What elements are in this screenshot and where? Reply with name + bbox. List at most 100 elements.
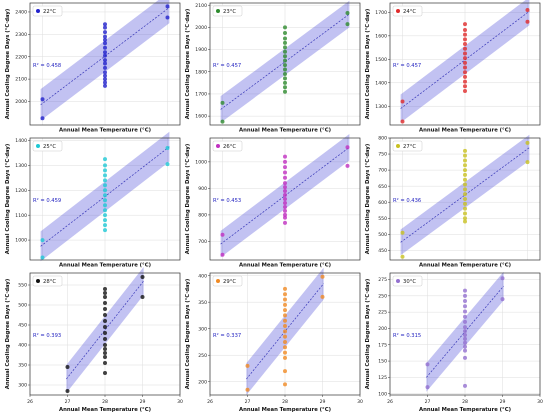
x-tick-label: 27 [65,399,71,405]
data-point [463,88,467,93]
data-point [345,145,350,150]
legend-box [392,275,423,287]
data-point [400,99,405,104]
x-tick-label: 29 [140,399,146,405]
legend: 22°C [32,5,63,17]
data-point [103,34,107,39]
legend-box [32,140,63,152]
x-tick-label: 29 [320,399,326,405]
axes-frame [389,2,541,126]
x-tick-label: 28 [282,399,288,405]
data-point [283,85,287,90]
data-point [463,182,467,187]
y-tick-label: 300 [18,383,27,389]
data-point [283,30,287,35]
y-tick-label: 175 [378,342,387,348]
legend-marker [396,9,400,13]
data-point [463,201,467,206]
x-axis-label: Annual Mean Temperature (°C) [59,128,151,134]
data-point [345,22,350,27]
data-point [463,187,467,192]
data-point [103,371,107,375]
axes-frame [209,137,361,261]
legend-label: 29°C [223,279,236,285]
data-point [463,314,467,319]
y-tick-label: 1300 [375,104,387,110]
data-point [103,41,107,46]
data-point [103,30,107,35]
r2-annotation: R² = 0.315 [393,333,421,339]
y-tick-label: 500 [18,303,27,309]
x-tick-label: 27 [425,399,431,405]
y-tick-label: 400 [18,343,27,349]
y-tick-label: 1100 [15,213,27,219]
data-point [103,65,107,70]
data-point [283,71,287,76]
data-point [283,80,287,85]
data-point [283,297,287,302]
y-axis-label: Annual Cooling Degree Days (°C·day) [5,9,11,120]
data-point [103,163,107,168]
data-point [463,332,467,337]
data-point [165,15,170,20]
axes-frame [389,137,541,261]
data-point [103,287,107,291]
data-point [40,238,45,243]
legend-marker [216,279,220,283]
data-point [463,211,467,216]
y-tick-label: 1300 [15,163,27,169]
y-tick-label: 1600 [195,114,207,120]
data-point [283,181,287,186]
r2-annotation: R² = 0.457 [393,63,421,69]
legend: 27°C [392,140,423,152]
data-point [463,344,467,349]
data-point [283,208,287,213]
data-point [103,22,107,27]
data-point [400,230,405,235]
data-point [463,219,467,224]
y-tick-label: 650 [378,184,387,190]
data-point [463,299,467,304]
data-point [140,275,145,279]
legend: 23°C [212,5,243,17]
data-point [103,313,107,317]
data-point [103,208,107,213]
y-tick-label: 150 [378,359,387,365]
data-point [283,154,287,159]
legend: 29°C [212,275,243,287]
data-point [345,10,350,15]
data-point [165,4,170,9]
data-point [463,355,467,360]
data-point [283,329,287,334]
data-point [103,77,107,82]
subplot-6: 450 500 550 600 650 700 750 800 27°C R² = 0.436 An… [365,134,541,269]
x-axis-label: Annual Mean Temperature (°C) [239,407,331,413]
legend-marker [216,144,220,148]
data-point [103,193,107,198]
data-point [245,363,250,368]
data-point [463,206,467,211]
y-tick-label: 800 [378,136,387,142]
data-point [463,172,467,177]
data-point [463,60,467,65]
data-point [525,140,530,145]
data-point [165,162,170,167]
axes-frame [389,272,541,396]
subplot-5: 700 800 900 1000 26°C R² = 0.453 Annual Mean T… [185,134,361,269]
axes-frame [209,272,361,396]
y-tick-label: 350 [18,363,27,369]
data-point [103,61,107,66]
data-point [283,76,287,81]
x-axis-label: Annual Mean Temperature (°C) [59,407,151,413]
x-axis-label: Annual Mean Temperature (°C) [419,263,511,269]
y-tick-label: 400 [198,273,207,279]
data-point [463,22,467,27]
subplot-4: 1000 1100 1200 1300 1400 25°C R² = 0.459 Annual… [5,131,181,269]
data-point [65,389,70,393]
data-point [103,45,107,50]
subplot-3: 1300 1400 1500 1600 1700 24°C R² = 0.457 Annual… [365,0,541,134]
data-point [283,324,287,329]
data-point [103,157,107,162]
data-point [103,178,107,183]
data-point [103,213,107,218]
